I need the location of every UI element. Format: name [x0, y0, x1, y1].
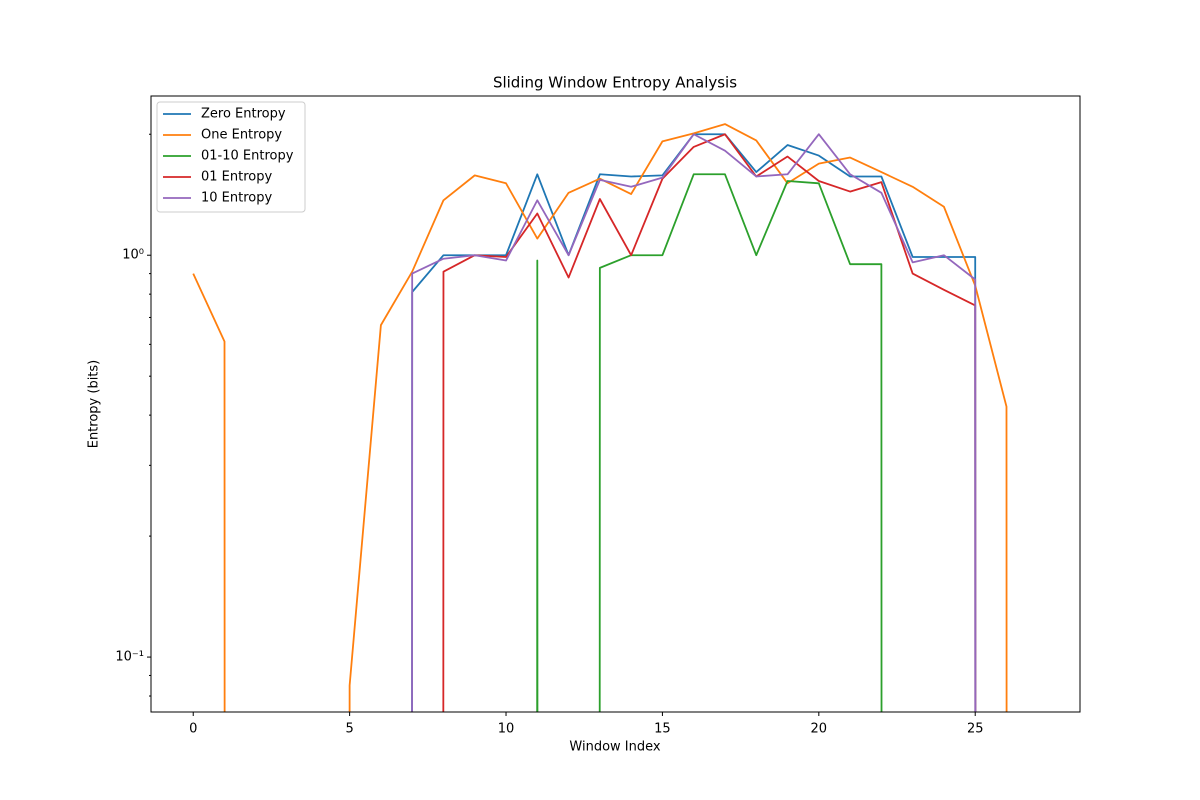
series-line [536, 173, 883, 712]
legend-label: Zero Entropy [201, 107, 286, 122]
legend-box [156, 101, 306, 213]
chart-title: Sliding Window Entropy Analysis [493, 74, 737, 92]
series-line [192, 123, 1008, 712]
series-line [411, 133, 977, 712]
x-axis-label: Window Index [569, 740, 660, 755]
x-tick-label: 10 [498, 722, 515, 737]
y-tick-label: 10⁻¹ [115, 650, 144, 665]
x-tick-label: 15 [654, 722, 671, 737]
plot-frame [150, 95, 1081, 713]
x-tick-label: 20 [811, 722, 828, 737]
series-line [411, 133, 977, 712]
plot-lines [192, 123, 1008, 712]
x-tick-label: 5 [345, 722, 353, 737]
x-tick-label: 0 [189, 722, 197, 737]
y-tick-label: 10⁰ [122, 248, 144, 263]
legend-label: One Entropy [201, 128, 282, 143]
legend-label: 01-10 Entropy [201, 149, 294, 164]
legend-label: 10 Entropy [201, 191, 272, 206]
y-axis-label: Entropy (bits) [87, 360, 102, 449]
legend-label: 01 Entropy [201, 170, 272, 185]
x-tick-label: 25 [967, 722, 984, 737]
